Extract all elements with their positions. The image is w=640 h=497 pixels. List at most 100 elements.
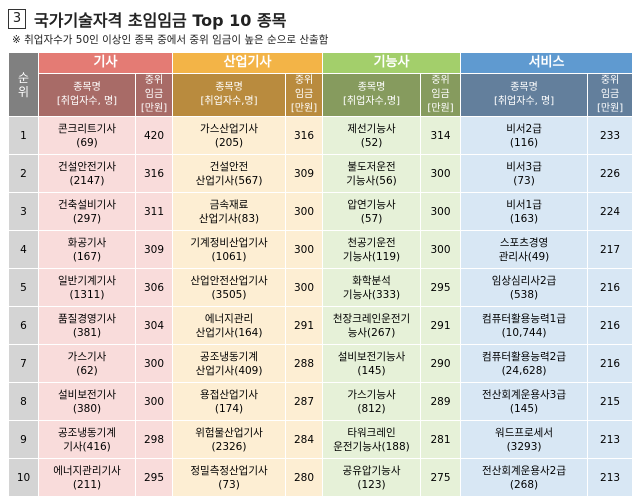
text-line: 산업안전산업기사 bbox=[190, 274, 268, 287]
wage: 216 bbox=[587, 306, 634, 345]
item-name: 설비보전기능사 (145) bbox=[322, 344, 422, 383]
item-name: 컴퓨터활용능력1급 (10,744) bbox=[460, 306, 589, 345]
text-line: 임상심리사2급 bbox=[491, 274, 557, 287]
item-name: 금속재료 산업기사(83) bbox=[172, 192, 287, 231]
text-line: 품질경영기사 bbox=[58, 312, 116, 325]
rank: 8 bbox=[8, 382, 39, 421]
item-name: 전산회계운용사3급 (145) bbox=[460, 382, 589, 421]
data-row: 6 품질경영기사 (381) 304 에너지관리 산업기사(164) 291 천장크레인운전기… bbox=[8, 306, 634, 345]
item-name: 품질경영기사 (381) bbox=[38, 306, 136, 345]
item-name: 건설안전 산업기사(567) bbox=[172, 154, 287, 193]
text-line: (2147) bbox=[69, 174, 105, 187]
rank: 7 bbox=[8, 344, 39, 383]
item-name: 컴퓨터활용능력2급 (24,628) bbox=[460, 344, 589, 383]
rank: 1 bbox=[8, 116, 39, 155]
wage: 226 bbox=[587, 154, 634, 193]
item-name: 비서2급 (116) bbox=[460, 116, 589, 155]
text-line: (297) bbox=[72, 212, 102, 225]
text-line: (145) bbox=[357, 364, 386, 377]
item-name: 불도저운전 기능사(56) bbox=[322, 154, 422, 193]
text-line: (10,744) bbox=[501, 326, 547, 339]
text-line: 순 bbox=[17, 70, 30, 85]
text-line: (73) bbox=[513, 174, 535, 187]
item-name: 공유압기능사 (123) bbox=[322, 458, 422, 497]
text-line: (69) bbox=[76, 136, 98, 149]
text-line: 기능사(333) bbox=[342, 288, 401, 301]
text-line: 위험물산업기사 bbox=[195, 426, 263, 439]
item-name: 용접산업기사 (174) bbox=[172, 382, 287, 421]
item-name: 에너지관리 산업기사(164) bbox=[172, 306, 287, 345]
data-row: 7 가스기사 (62) 300 공조냉동기계 산업기사(409) 288 설비보전기능사 (14… bbox=[8, 344, 634, 383]
item-name: 스포츠경영 관리사(49) bbox=[460, 230, 589, 269]
text-line: 비서1급 bbox=[506, 198, 542, 211]
item-name: 비서3급 (73) bbox=[460, 154, 589, 193]
text-line: 콘크리트기사 bbox=[58, 122, 116, 135]
text-line: 산업기사(83) bbox=[198, 212, 260, 225]
text-line: 공조냉동기계 bbox=[200, 350, 258, 363]
text-line: 천장크레인운전기 bbox=[332, 312, 411, 325]
item-header: 종목명 [취업자수, 명] bbox=[38, 73, 136, 117]
text-line: 기사(416) bbox=[63, 440, 111, 453]
wage: 300 bbox=[285, 192, 324, 231]
text-line: 운전기능사(188) bbox=[333, 440, 410, 453]
wage: 224 bbox=[587, 192, 634, 231]
rank: 10 bbox=[8, 458, 39, 497]
text-line: (116) bbox=[509, 136, 539, 149]
item-name: 화공기사 (167) bbox=[38, 230, 136, 269]
item-name: 천공기운전 기능사(119) bbox=[322, 230, 422, 269]
text-line: (211) bbox=[72, 478, 102, 491]
wage: 216 bbox=[587, 344, 634, 383]
text-line: (380) bbox=[72, 402, 102, 415]
text-line: 임금 bbox=[294, 89, 314, 100]
item-name: 위험물산업기사 (2326) bbox=[172, 420, 287, 459]
text-line: (3293) bbox=[506, 440, 542, 453]
text-line: 컴퓨터활용능력1급 bbox=[482, 312, 567, 325]
text-line: 기능사(56) bbox=[346, 174, 397, 187]
text-line: (2326) bbox=[211, 440, 247, 453]
wage: 216 bbox=[587, 268, 634, 307]
text-line: 임금 bbox=[600, 89, 620, 100]
text-line: 종목명 bbox=[73, 82, 101, 93]
rank: 6 bbox=[8, 306, 39, 345]
data-row: 4 화공기사 (167) 309 기계정비산업기사 (1061) 300 천공기운전 기능사(1… bbox=[8, 230, 634, 269]
wage: 309 bbox=[285, 154, 324, 193]
text-line: [취업자수, 명] bbox=[56, 96, 118, 107]
item-name: 제선기능사 (52) bbox=[322, 116, 422, 155]
wage: 213 bbox=[587, 420, 634, 459]
text-line: [취업자수,명] bbox=[343, 96, 400, 107]
text-line: 불도저운전 bbox=[347, 160, 396, 173]
wage: 298 bbox=[134, 420, 174, 459]
item-name: 전산회계운용사2급 (268) bbox=[460, 458, 589, 497]
text-line: 전산회계운용사2급 bbox=[482, 464, 567, 477]
text-line: (1311) bbox=[69, 288, 105, 301]
wage: 295 bbox=[420, 268, 462, 307]
text-line: 종목명 bbox=[357, 82, 386, 93]
text-line: 가스산업기사 bbox=[200, 122, 258, 135]
wage: 291 bbox=[420, 306, 462, 345]
header: 3 국가기술자격 초임임금 Top 10 종목 bbox=[8, 6, 286, 32]
item-header: 종목명 [취업자수,명] bbox=[322, 73, 422, 117]
text-line: 종목명 bbox=[215, 82, 243, 93]
item-name: 화학분석 기능사(333) bbox=[322, 268, 422, 307]
text-line: 에너지관리 bbox=[204, 312, 254, 325]
data-row: 5 일반기계기사 (1311) 306 산업안전산업기사 (3505) 300 화학분석 기능사… bbox=[8, 268, 634, 307]
text-line: 워드프로세서 bbox=[495, 426, 554, 439]
group-name: 산업기사 bbox=[172, 52, 324, 74]
data-row: 8 설비보전기사 (380) 300 용접산업기사 (174) 287 가스기능사 (812) 2… bbox=[8, 382, 634, 421]
wage: 300 bbox=[285, 230, 324, 269]
text-line: 기계정비산업기사 bbox=[190, 236, 268, 249]
text-line: (3505) bbox=[211, 288, 247, 301]
item-name: 가스산업기사 (205) bbox=[172, 116, 287, 155]
wage: 295 bbox=[134, 458, 174, 497]
item-name: 콘크리트기사 (69) bbox=[38, 116, 136, 155]
text-line: 천공기운전 bbox=[347, 236, 396, 249]
wage: 215 bbox=[587, 382, 634, 421]
item-name: 건축설비기사 (297) bbox=[38, 192, 136, 231]
text-line: 산업기사(409) bbox=[195, 364, 263, 377]
item-name: 가스기능사 (812) bbox=[322, 382, 422, 421]
text-line: 설비보전기사 bbox=[58, 388, 116, 401]
text-line: 정밀측정산업기사 bbox=[190, 464, 268, 477]
text-line: 화학분석 bbox=[352, 274, 391, 287]
wage: 284 bbox=[285, 420, 324, 459]
